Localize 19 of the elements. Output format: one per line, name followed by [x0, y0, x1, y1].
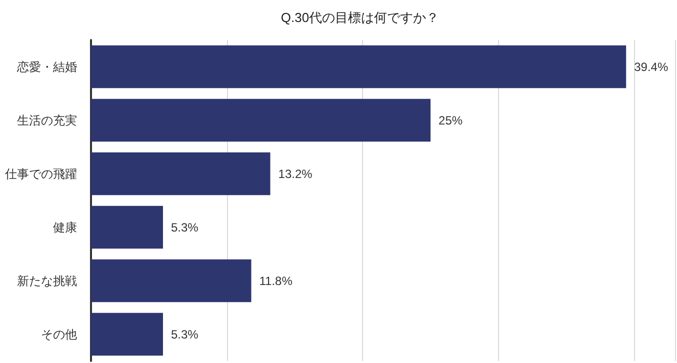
y-tick-label: 仕事での飛躍	[4, 166, 77, 181]
y-tick-label: その他	[41, 327, 77, 342]
bar	[91, 45, 626, 88]
y-tick-label: 生活の充実	[17, 113, 77, 128]
bar	[91, 152, 270, 196]
data-label: 5.3%	[170, 327, 199, 342]
data-label: 13.2%	[278, 166, 313, 181]
data-label: 5.3%	[170, 220, 199, 234]
bar	[91, 98, 431, 142]
y-tick-label: 新たな挑戦	[17, 274, 77, 288]
data-label: 25%	[438, 113, 463, 128]
y-tick-label: 恋愛・結婚	[16, 60, 77, 74]
bar	[91, 259, 252, 302]
y-tick-label: 健康	[53, 220, 77, 234]
data-label: 39.4%	[634, 60, 668, 74]
bar	[91, 206, 163, 249]
chart-title: Q.30代の目標は何ですか？	[280, 10, 440, 25]
data-label: 11.8%	[259, 274, 293, 288]
bar	[91, 312, 163, 356]
